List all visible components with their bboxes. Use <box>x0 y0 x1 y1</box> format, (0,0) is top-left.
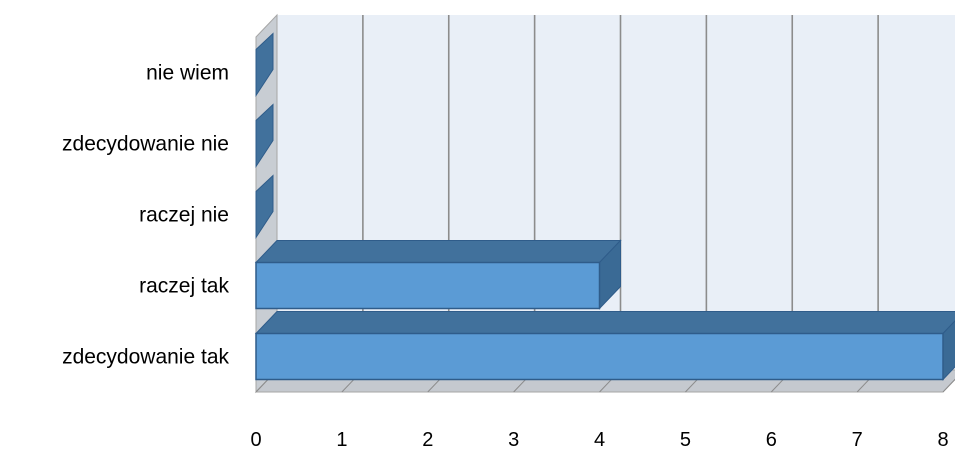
bar-zero <box>255 32 274 98</box>
category-label: zdecydowanie tak <box>62 346 229 369</box>
x-tick-label: 1 <box>336 429 347 450</box>
x-tick-label: 8 <box>937 429 948 450</box>
floor-gridline <box>942 378 955 393</box>
x-tick-label: 3 <box>508 429 519 450</box>
bar <box>255 332 944 381</box>
x-tick-label: 2 <box>422 429 433 450</box>
bars <box>254 32 955 381</box>
bar-zero <box>255 174 274 240</box>
category-label: nie wiem <box>146 62 229 85</box>
x-tick-label: 4 <box>594 429 605 450</box>
back-wall <box>277 15 955 370</box>
category-label: raczej tak <box>139 275 229 298</box>
x-tick-label: 6 <box>766 429 777 450</box>
category-axis-labels: zdecydowanie tak raczej tak raczej nie zdec… <box>62 62 229 369</box>
category-label: zdecydowanie nie <box>62 133 229 156</box>
x-tick-label: 7 <box>852 429 863 450</box>
bar-zero <box>255 103 274 169</box>
bar-top-face <box>254 240 622 263</box>
bar-top-face <box>254 311 955 334</box>
category-label: raczej nie <box>139 204 229 227</box>
x-tick-label: 0 <box>250 429 261 450</box>
x-tick-label: 5 <box>680 429 691 450</box>
value-axis-labels: 0 1 2 3 4 5 6 7 8 <box>250 429 948 450</box>
bar <box>255 261 601 310</box>
